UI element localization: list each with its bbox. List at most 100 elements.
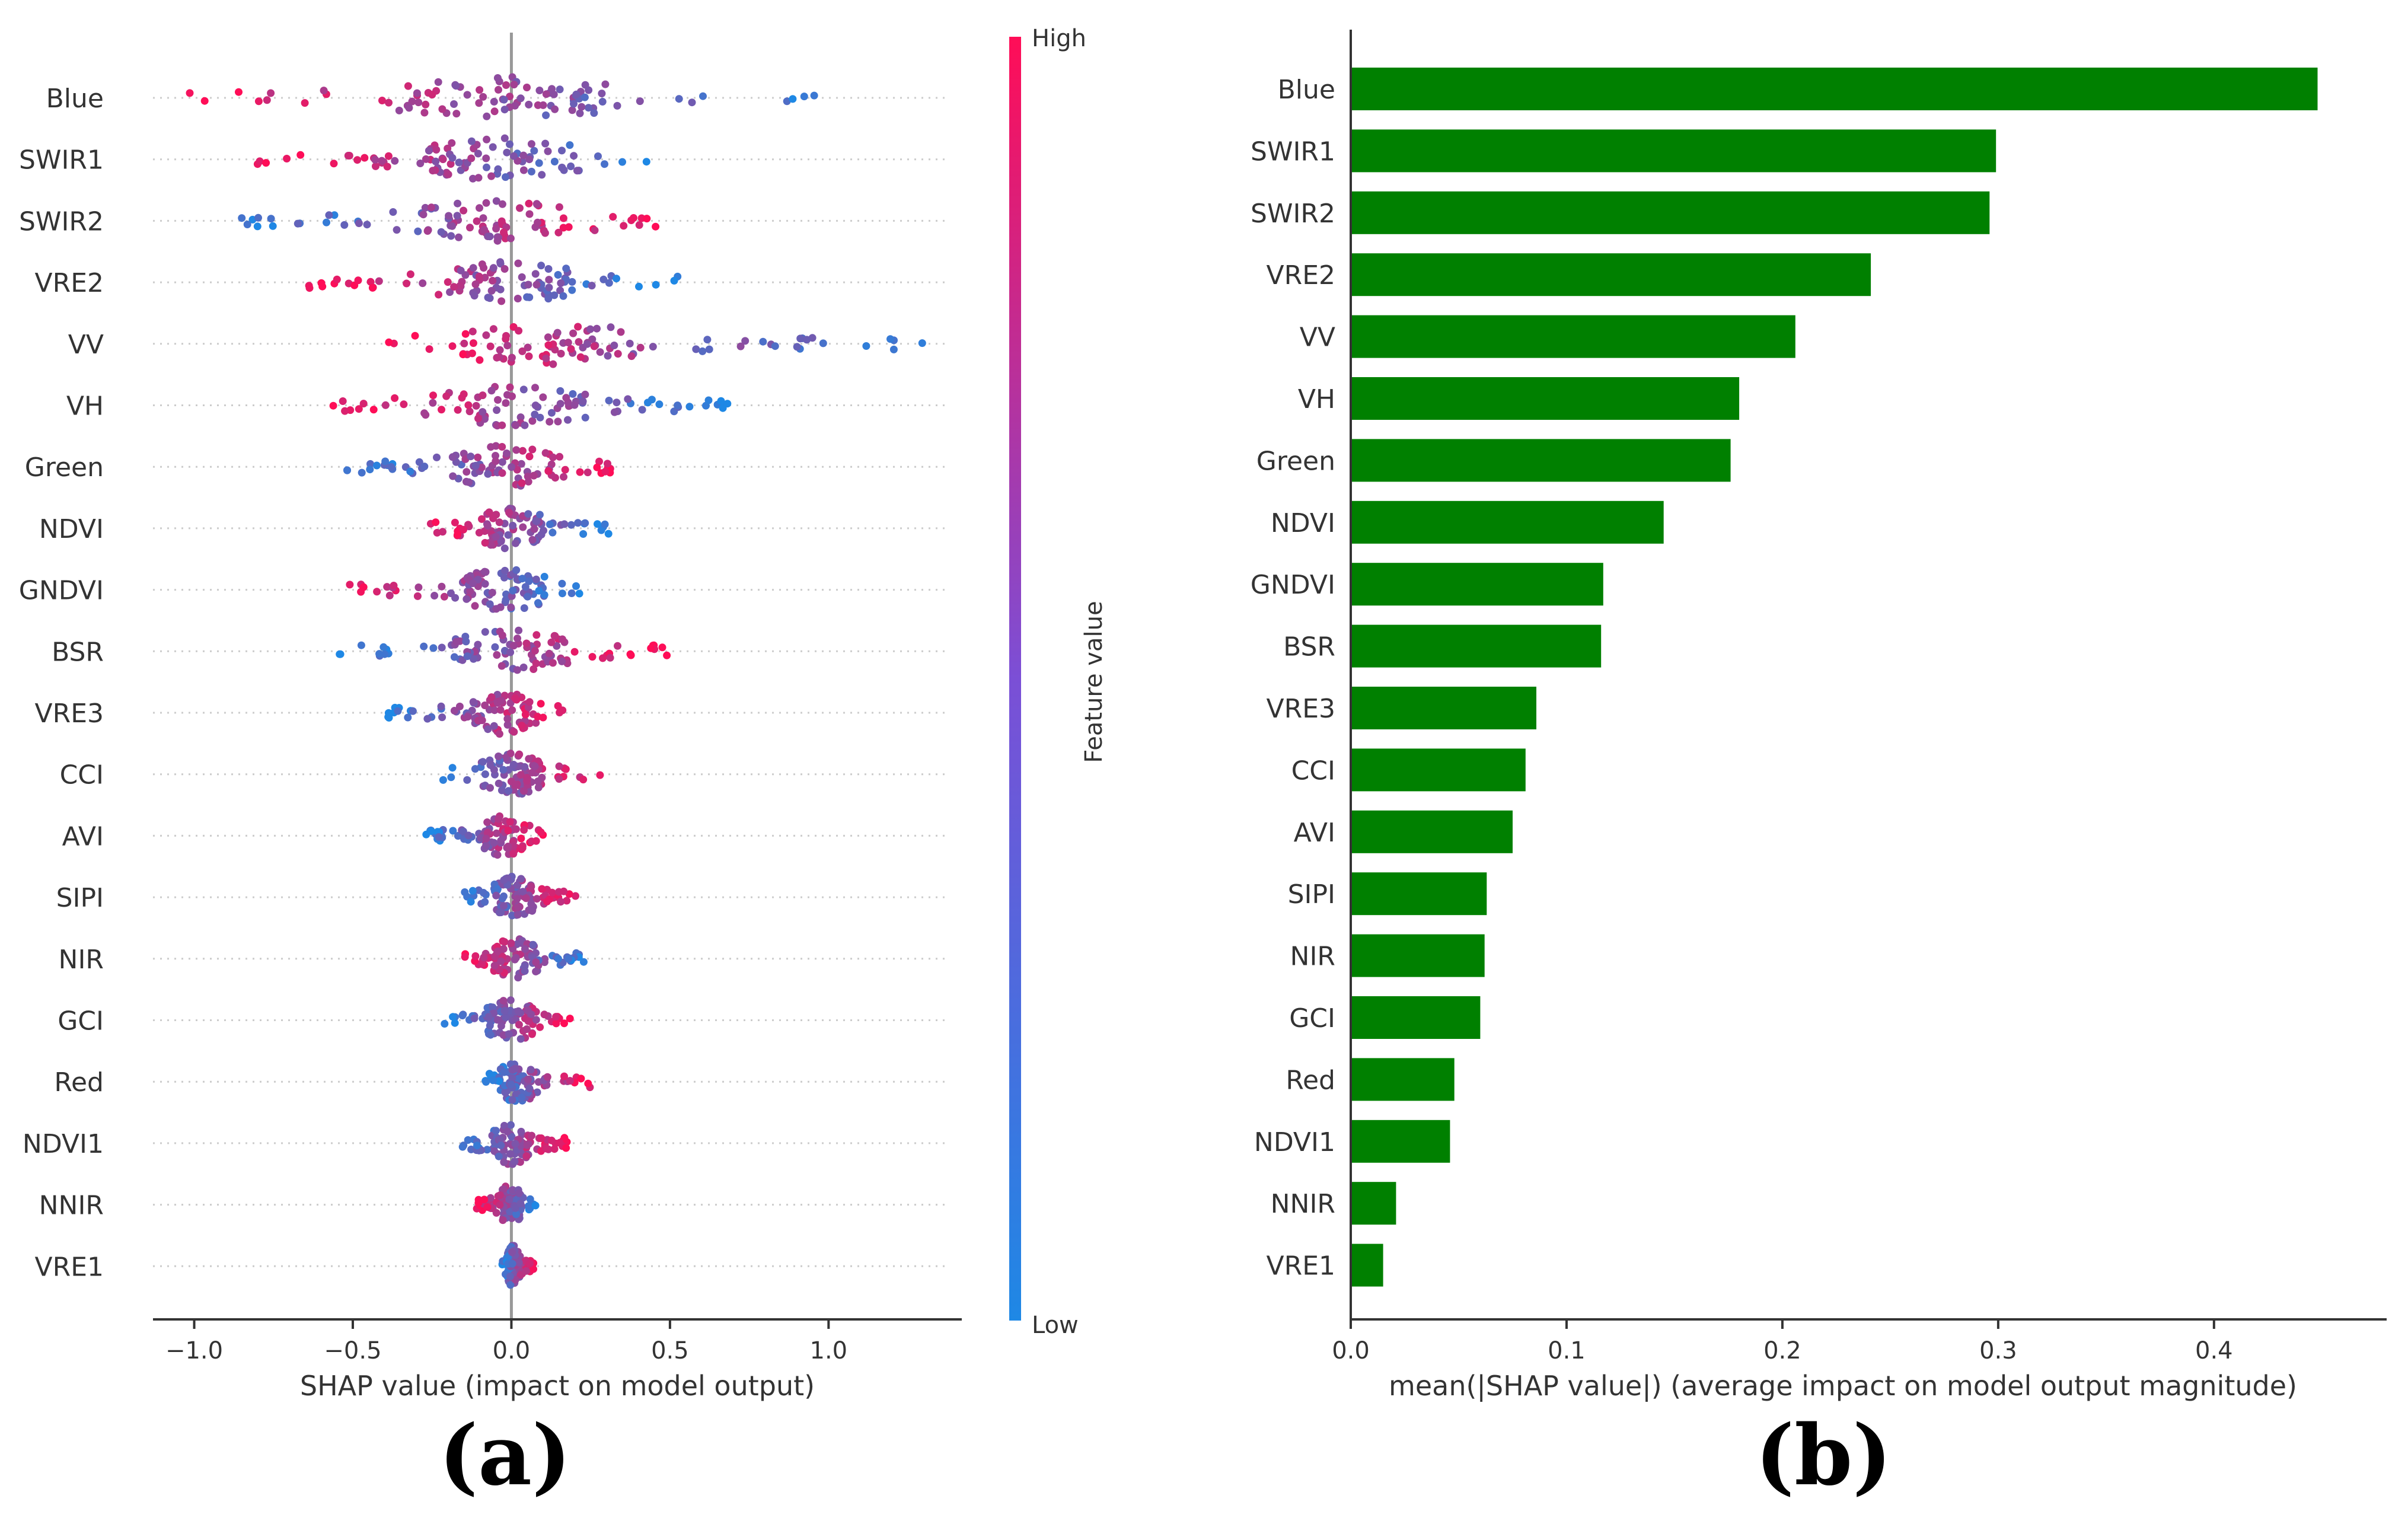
shap-point bbox=[588, 282, 596, 290]
shap-point bbox=[495, 85, 502, 94]
shap-point bbox=[323, 218, 330, 227]
shap-point bbox=[454, 832, 462, 840]
shap-point bbox=[353, 156, 362, 164]
shap-point bbox=[479, 391, 487, 400]
shap-point bbox=[514, 903, 522, 911]
shap-point bbox=[550, 158, 559, 165]
shap-point bbox=[699, 92, 707, 100]
shap-point bbox=[519, 447, 527, 455]
shap-point bbox=[530, 146, 538, 155]
shap-point bbox=[635, 282, 643, 291]
shap-point bbox=[601, 160, 608, 168]
shap-point bbox=[339, 397, 347, 405]
shap-point bbox=[468, 327, 477, 336]
shap-point bbox=[498, 458, 506, 466]
shap-point bbox=[723, 400, 732, 408]
x-tick-label: 0.5 bbox=[651, 1337, 689, 1364]
shap-point bbox=[387, 463, 396, 471]
shap-point bbox=[506, 648, 515, 656]
shap-point bbox=[523, 84, 531, 91]
shap-point bbox=[501, 566, 509, 575]
shap-point bbox=[455, 233, 463, 241]
shap-point bbox=[558, 146, 566, 155]
shap-point bbox=[502, 173, 509, 181]
shap-point bbox=[498, 469, 506, 477]
shap-point bbox=[496, 1135, 504, 1143]
shap-point bbox=[581, 93, 589, 101]
shap-point bbox=[540, 591, 548, 599]
shap-point bbox=[492, 891, 500, 900]
shap-point bbox=[630, 214, 637, 222]
shap-point bbox=[607, 323, 615, 331]
shap-point bbox=[471, 952, 480, 960]
shap-point bbox=[488, 588, 496, 597]
shap-point bbox=[532, 575, 540, 583]
shap-point bbox=[561, 465, 569, 474]
shap-point bbox=[469, 339, 477, 347]
shap-point bbox=[528, 907, 536, 915]
shap-point bbox=[516, 1158, 524, 1166]
shap-point bbox=[413, 89, 421, 97]
shap-point bbox=[609, 213, 617, 221]
shap-point bbox=[544, 147, 552, 155]
shap-point bbox=[447, 773, 455, 782]
colorbar-low-label: Low bbox=[1032, 1312, 1079, 1339]
shap-point bbox=[441, 1020, 449, 1028]
shap-point bbox=[486, 342, 495, 350]
shap-point bbox=[527, 1066, 535, 1074]
shap-point bbox=[454, 199, 462, 208]
shap-point bbox=[415, 458, 423, 466]
shap-point bbox=[439, 776, 447, 784]
shap-point bbox=[503, 1127, 512, 1136]
shap-point bbox=[594, 520, 601, 528]
bar-category-label: SWIR1 bbox=[1251, 136, 1335, 167]
shap-point bbox=[510, 152, 518, 160]
shap-point bbox=[267, 215, 275, 223]
shap-point bbox=[509, 521, 517, 530]
shap-point bbox=[514, 911, 522, 919]
shap-point bbox=[542, 1144, 550, 1153]
shap-point bbox=[544, 341, 553, 349]
shap-point bbox=[803, 336, 811, 344]
bar-category-label: CCI bbox=[1291, 755, 1335, 786]
shap-point bbox=[500, 106, 509, 114]
shap-point bbox=[523, 1141, 531, 1149]
shap-point bbox=[494, 947, 502, 955]
shap-point bbox=[471, 280, 480, 288]
shap-point bbox=[526, 1195, 534, 1203]
shap-point bbox=[504, 531, 512, 539]
shap-point bbox=[566, 141, 574, 149]
shap-point bbox=[552, 1019, 560, 1028]
bar bbox=[1351, 1243, 1383, 1287]
shap-point bbox=[548, 528, 557, 537]
shap-point bbox=[544, 295, 553, 303]
shap-point bbox=[512, 566, 521, 574]
shap-point bbox=[500, 938, 509, 946]
shap-point bbox=[446, 288, 454, 296]
shap-point bbox=[423, 715, 432, 723]
shap-point bbox=[514, 634, 521, 643]
shap-point bbox=[330, 160, 338, 168]
shap-point bbox=[389, 208, 397, 216]
shap-point bbox=[511, 1140, 519, 1148]
shap-point bbox=[333, 275, 341, 283]
shap-point bbox=[476, 204, 483, 212]
shap-point bbox=[555, 775, 563, 783]
shap-point bbox=[532, 631, 541, 639]
shap-point bbox=[263, 96, 271, 104]
shap-point bbox=[509, 642, 518, 650]
shap-point bbox=[522, 894, 530, 903]
shap-point bbox=[527, 140, 535, 148]
shap-point bbox=[481, 580, 489, 588]
shap-point bbox=[576, 353, 585, 361]
shap-point bbox=[498, 443, 506, 451]
shap-point bbox=[531, 384, 539, 392]
shap-point bbox=[736, 342, 745, 350]
shap-point bbox=[771, 342, 779, 350]
feature-label: VH bbox=[66, 391, 104, 422]
shap-point bbox=[591, 226, 599, 234]
shap-point bbox=[576, 468, 584, 476]
shap-point bbox=[741, 337, 749, 345]
shap-point bbox=[497, 297, 506, 305]
shap-point bbox=[379, 643, 388, 651]
